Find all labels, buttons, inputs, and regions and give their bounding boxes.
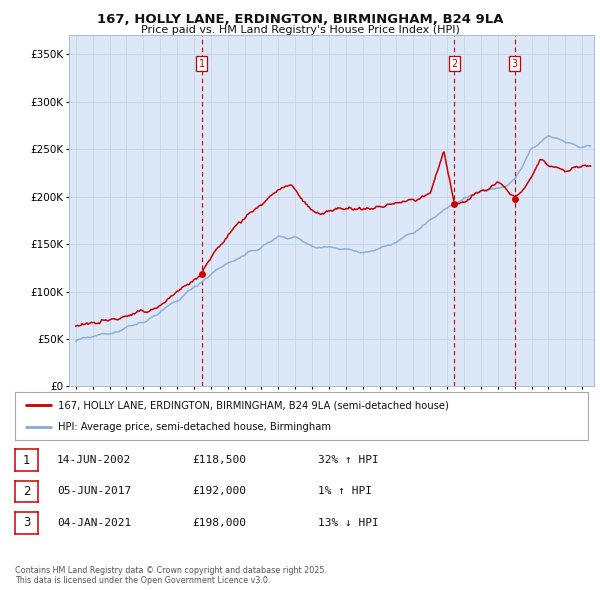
Text: 32% ↑ HPI: 32% ↑ HPI [318,455,379,465]
Text: 3: 3 [512,59,518,69]
Text: 2: 2 [451,59,458,69]
Text: 167, HOLLY LANE, ERDINGTON, BIRMINGHAM, B24 9LA: 167, HOLLY LANE, ERDINGTON, BIRMINGHAM, … [97,13,503,26]
Text: 2: 2 [23,485,30,498]
Text: Price paid vs. HM Land Registry's House Price Index (HPI): Price paid vs. HM Land Registry's House … [140,25,460,35]
Text: HPI: Average price, semi-detached house, Birmingham: HPI: Average price, semi-detached house,… [58,422,331,432]
Text: 3: 3 [23,516,30,529]
Text: 04-JAN-2021: 04-JAN-2021 [57,518,131,527]
Text: 05-JUN-2017: 05-JUN-2017 [57,487,131,496]
Text: Contains HM Land Registry data © Crown copyright and database right 2025.
This d: Contains HM Land Registry data © Crown c… [15,566,327,585]
Text: £192,000: £192,000 [192,487,246,496]
Text: 1% ↑ HPI: 1% ↑ HPI [318,487,372,496]
Text: £118,500: £118,500 [192,455,246,465]
Text: 13% ↓ HPI: 13% ↓ HPI [318,518,379,527]
Text: 1: 1 [199,59,205,69]
Text: 167, HOLLY LANE, ERDINGTON, BIRMINGHAM, B24 9LA (semi-detached house): 167, HOLLY LANE, ERDINGTON, BIRMINGHAM, … [58,400,449,410]
Text: 14-JUN-2002: 14-JUN-2002 [57,455,131,465]
Text: 1: 1 [23,454,30,467]
Text: £198,000: £198,000 [192,518,246,527]
